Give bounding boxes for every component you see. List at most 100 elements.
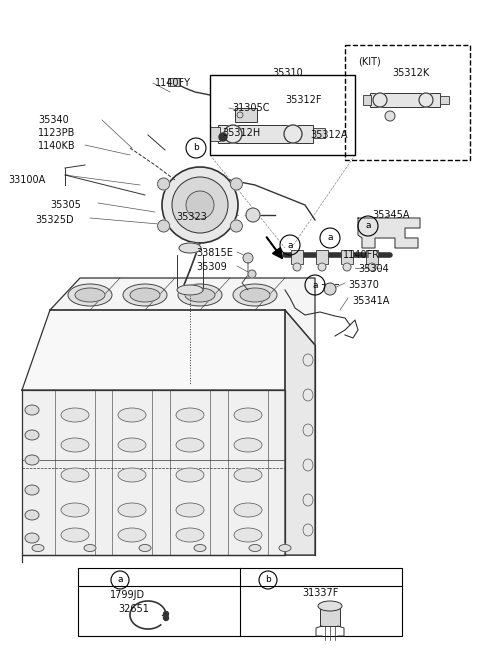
Bar	[316, 250, 328, 264]
Ellipse shape	[61, 528, 89, 542]
Ellipse shape	[318, 601, 342, 611]
Text: a: a	[312, 281, 318, 289]
Text: 35370: 35370	[348, 280, 379, 290]
Circle shape	[385, 111, 395, 121]
Ellipse shape	[25, 485, 39, 495]
Text: 35345A: 35345A	[372, 210, 409, 220]
Ellipse shape	[25, 510, 39, 520]
Text: 1140KB: 1140KB	[38, 141, 76, 151]
Text: 35309: 35309	[196, 262, 227, 272]
Text: 35310: 35310	[272, 68, 303, 78]
Ellipse shape	[303, 494, 313, 506]
Text: 35312K: 35312K	[392, 68, 429, 78]
Circle shape	[230, 178, 242, 190]
Circle shape	[284, 125, 302, 143]
Ellipse shape	[118, 438, 146, 452]
Circle shape	[318, 263, 326, 271]
Ellipse shape	[25, 405, 39, 415]
Text: 1140FY: 1140FY	[155, 78, 191, 88]
Ellipse shape	[61, 438, 89, 452]
Ellipse shape	[303, 524, 313, 536]
Ellipse shape	[249, 544, 261, 552]
Circle shape	[157, 178, 169, 190]
Ellipse shape	[279, 544, 291, 552]
Text: 35312A: 35312A	[310, 130, 348, 140]
Text: a: a	[117, 575, 123, 584]
Ellipse shape	[303, 459, 313, 471]
Ellipse shape	[61, 503, 89, 517]
Ellipse shape	[118, 468, 146, 482]
Ellipse shape	[25, 533, 39, 543]
Circle shape	[243, 253, 253, 263]
Ellipse shape	[118, 408, 146, 422]
Polygon shape	[358, 218, 420, 248]
Text: a: a	[287, 241, 293, 249]
Bar	[345, 45, 470, 160]
Text: 35341A: 35341A	[352, 296, 389, 306]
Ellipse shape	[176, 438, 204, 452]
Text: 35304: 35304	[358, 264, 389, 274]
Circle shape	[164, 611, 168, 617]
Ellipse shape	[303, 389, 313, 401]
Text: b: b	[193, 144, 199, 152]
Circle shape	[172, 177, 228, 233]
Bar	[210, 75, 355, 155]
Bar	[291, 250, 303, 264]
Text: b: b	[265, 575, 271, 584]
Ellipse shape	[234, 503, 262, 517]
Bar	[370, 93, 440, 107]
Ellipse shape	[25, 430, 39, 440]
Ellipse shape	[194, 544, 206, 552]
Ellipse shape	[25, 455, 39, 465]
Ellipse shape	[240, 288, 270, 302]
Ellipse shape	[234, 438, 262, 452]
Ellipse shape	[118, 503, 146, 517]
Polygon shape	[285, 310, 315, 555]
Circle shape	[246, 208, 260, 222]
Circle shape	[368, 263, 376, 271]
Ellipse shape	[176, 528, 204, 542]
Ellipse shape	[303, 424, 313, 436]
Text: 35340: 35340	[38, 115, 69, 125]
Circle shape	[373, 93, 387, 107]
Text: 32651: 32651	[118, 604, 149, 614]
Bar	[235, 108, 257, 122]
Circle shape	[293, 263, 301, 271]
Bar	[168, 78, 180, 86]
Ellipse shape	[178, 284, 222, 306]
Ellipse shape	[177, 285, 203, 295]
Text: 31337F: 31337F	[302, 588, 338, 598]
Polygon shape	[50, 278, 315, 345]
Ellipse shape	[32, 544, 44, 552]
Circle shape	[419, 93, 433, 107]
Ellipse shape	[234, 408, 262, 422]
Circle shape	[230, 220, 242, 232]
Ellipse shape	[234, 528, 262, 542]
Text: 33815E: 33815E	[196, 248, 233, 258]
Circle shape	[164, 615, 168, 621]
Text: 35305: 35305	[50, 200, 81, 210]
Text: 33100A: 33100A	[8, 175, 45, 185]
Ellipse shape	[176, 468, 204, 482]
Ellipse shape	[176, 503, 204, 517]
Ellipse shape	[75, 288, 105, 302]
Circle shape	[219, 133, 227, 141]
Text: 35325D: 35325D	[35, 215, 73, 225]
Text: 31305C: 31305C	[232, 103, 269, 113]
Text: 35312F: 35312F	[285, 95, 322, 105]
Text: 35312H: 35312H	[222, 128, 260, 138]
Text: (KIT): (KIT)	[358, 56, 381, 66]
Bar	[320, 608, 340, 626]
Ellipse shape	[68, 284, 112, 306]
Ellipse shape	[185, 288, 215, 302]
Ellipse shape	[123, 284, 167, 306]
Bar	[366, 250, 378, 264]
Text: 1799JD: 1799JD	[110, 590, 145, 600]
Bar	[313, 128, 325, 138]
Polygon shape	[22, 310, 285, 390]
Bar	[363, 95, 371, 105]
Ellipse shape	[234, 468, 262, 482]
Bar	[210, 127, 220, 141]
Ellipse shape	[118, 528, 146, 542]
Bar	[78, 568, 402, 636]
